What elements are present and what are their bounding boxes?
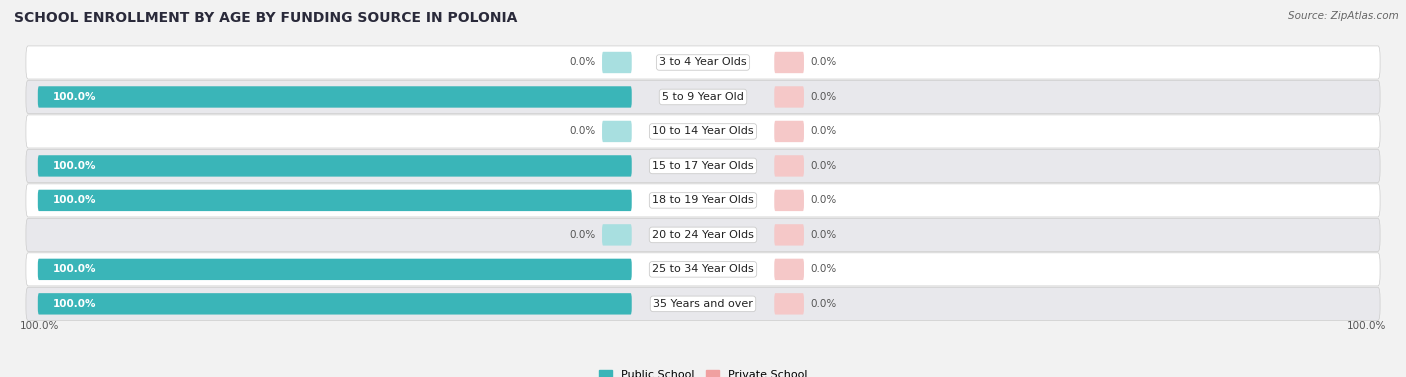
FancyBboxPatch shape (775, 293, 804, 314)
FancyBboxPatch shape (38, 155, 631, 176)
Text: 10 to 14 Year Olds: 10 to 14 Year Olds (652, 126, 754, 136)
FancyBboxPatch shape (25, 218, 1381, 251)
Text: 5 to 9 Year Old: 5 to 9 Year Old (662, 92, 744, 102)
FancyBboxPatch shape (775, 155, 804, 176)
Text: 3 to 4 Year Olds: 3 to 4 Year Olds (659, 57, 747, 67)
FancyBboxPatch shape (38, 259, 631, 280)
Text: 18 to 19 Year Olds: 18 to 19 Year Olds (652, 195, 754, 205)
FancyBboxPatch shape (25, 253, 1381, 286)
FancyBboxPatch shape (25, 184, 1381, 217)
FancyBboxPatch shape (25, 115, 1381, 148)
Text: 35 Years and over: 35 Years and over (652, 299, 754, 309)
Legend: Public School, Private School: Public School, Private School (595, 365, 811, 377)
Text: 100.0%: 100.0% (52, 195, 96, 205)
Text: 0.0%: 0.0% (810, 126, 837, 136)
Text: 100.0%: 100.0% (52, 264, 96, 274)
Text: 0.0%: 0.0% (810, 161, 837, 171)
Text: 0.0%: 0.0% (810, 264, 837, 274)
FancyBboxPatch shape (38, 86, 631, 108)
Text: Source: ZipAtlas.com: Source: ZipAtlas.com (1288, 11, 1399, 21)
Text: 0.0%: 0.0% (810, 230, 837, 240)
Text: 15 to 17 Year Olds: 15 to 17 Year Olds (652, 161, 754, 171)
FancyBboxPatch shape (38, 293, 631, 314)
FancyBboxPatch shape (25, 149, 1381, 182)
FancyBboxPatch shape (25, 80, 1381, 113)
FancyBboxPatch shape (25, 46, 1381, 79)
FancyBboxPatch shape (602, 121, 631, 142)
FancyBboxPatch shape (38, 190, 631, 211)
Text: 100.0%: 100.0% (1347, 321, 1386, 331)
FancyBboxPatch shape (775, 86, 804, 108)
FancyBboxPatch shape (775, 259, 804, 280)
FancyBboxPatch shape (775, 224, 804, 245)
Text: SCHOOL ENROLLMENT BY AGE BY FUNDING SOURCE IN POLONIA: SCHOOL ENROLLMENT BY AGE BY FUNDING SOUR… (14, 11, 517, 25)
Text: 25 to 34 Year Olds: 25 to 34 Year Olds (652, 264, 754, 274)
FancyBboxPatch shape (602, 224, 631, 245)
Text: 0.0%: 0.0% (569, 126, 596, 136)
Text: 0.0%: 0.0% (569, 230, 596, 240)
Text: 0.0%: 0.0% (569, 57, 596, 67)
Text: 100.0%: 100.0% (20, 321, 59, 331)
FancyBboxPatch shape (602, 52, 631, 73)
Text: 100.0%: 100.0% (52, 161, 96, 171)
Text: 0.0%: 0.0% (810, 57, 837, 67)
Text: 100.0%: 100.0% (52, 299, 96, 309)
FancyBboxPatch shape (775, 121, 804, 142)
Text: 20 to 24 Year Olds: 20 to 24 Year Olds (652, 230, 754, 240)
FancyBboxPatch shape (775, 190, 804, 211)
FancyBboxPatch shape (25, 287, 1381, 320)
Text: 0.0%: 0.0% (810, 92, 837, 102)
Text: 0.0%: 0.0% (810, 195, 837, 205)
FancyBboxPatch shape (775, 52, 804, 73)
Text: 0.0%: 0.0% (810, 299, 837, 309)
Text: 100.0%: 100.0% (52, 92, 96, 102)
